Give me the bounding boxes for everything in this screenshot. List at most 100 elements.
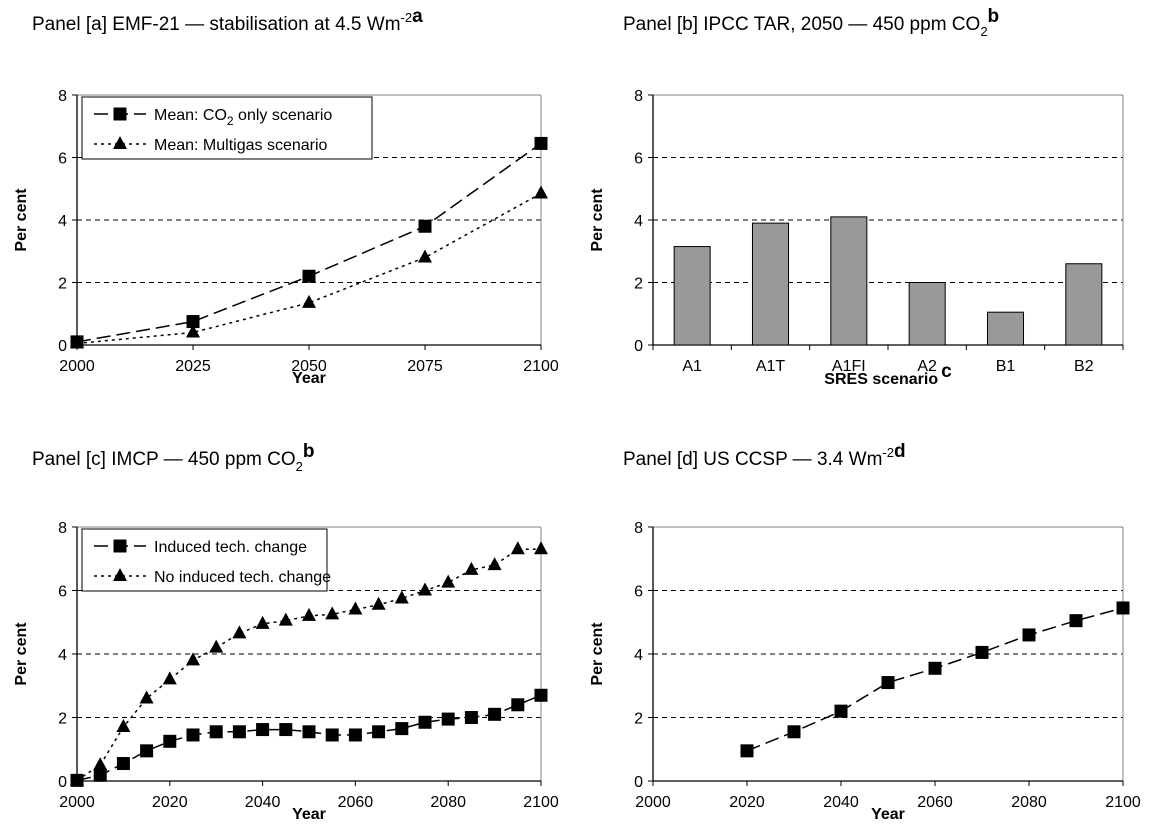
title-note: b: [303, 441, 315, 462]
title-note: a: [412, 6, 423, 27]
x-tick-label: 2040: [823, 794, 859, 811]
y-tick-label: 2: [58, 276, 67, 293]
x-axis-label: Year: [292, 370, 326, 387]
data-point: [1022, 628, 1036, 642]
data-point: [255, 615, 270, 629]
x-axis-label-text: SRES scenario: [824, 371, 938, 388]
y-tick-label: 6: [634, 151, 643, 168]
x-tick-label: 2080: [1011, 794, 1047, 811]
y-tick-label: 8: [634, 88, 643, 105]
data-point: [162, 671, 177, 685]
legend-swatch-marker: [113, 539, 127, 553]
x-tick-label: 2100: [1105, 794, 1141, 811]
series-line-1: [76, 142, 542, 343]
x-tick-label: B1: [996, 358, 1016, 375]
data-point: [534, 136, 548, 150]
y-tick-label: 8: [58, 520, 67, 537]
data-point: [116, 719, 131, 733]
legend-label-suffix: only scenario: [234, 107, 333, 124]
series-line-2: [76, 192, 542, 345]
data-point: [441, 712, 455, 726]
x-tick-label: 2000: [59, 358, 95, 375]
legend-swatch-marker: [113, 107, 127, 121]
data-point: [418, 219, 432, 233]
x-tick-label: 2000: [635, 794, 671, 811]
x-tick-label: A1: [682, 358, 702, 375]
data-point: [302, 725, 316, 739]
data-point: [740, 744, 754, 758]
x-axis-label-note: c: [941, 361, 952, 382]
x-axis-label: Year: [871, 806, 905, 823]
y-axis-label: Per cent: [589, 622, 606, 686]
data-point: [348, 601, 363, 615]
bar-B1: [986, 311, 1025, 346]
x-axis-label: SRES scenario c: [824, 361, 952, 388]
x-tick-label: 2080: [430, 794, 466, 811]
x-tick-label: A1FI: [832, 358, 866, 375]
legend-box: [81, 96, 373, 160]
data-point: [1069, 614, 1083, 628]
legend-label-text: Induced tech. change: [154, 539, 307, 556]
data-point: [487, 557, 502, 571]
data-point: [279, 723, 293, 737]
title-superscript: -2: [882, 445, 894, 460]
data-point: [975, 645, 989, 659]
data-point: [232, 625, 247, 639]
legend-label: Induced tech. change: [154, 539, 307, 556]
x-tick-label: 2025: [175, 358, 211, 375]
data-point: [787, 725, 801, 739]
panel-b: Panel [b] IPCC TAR, 2050 — 450 ppm CO2b0…: [589, 6, 1124, 388]
data-point: [488, 707, 502, 721]
x-axis-label: Year: [292, 806, 326, 823]
data-point: [163, 734, 177, 748]
data-point: [302, 607, 316, 621]
data-point: [534, 688, 548, 702]
bar-A2: [908, 282, 946, 346]
data-point: [209, 725, 223, 739]
legend: Induced tech. change No induced tech. cha…: [81, 528, 331, 592]
panel-d: Panel [d] US CCSP — 3.4 Wm-2d 0 2 4 6 8 Per ce…: [589, 441, 1141, 823]
data-point: [464, 711, 478, 724]
data-point: [186, 728, 200, 742]
y-tick-label: 2: [58, 711, 67, 728]
title-superscript: -2: [401, 10, 413, 25]
y-tick-label: 4: [634, 647, 643, 664]
y-tick-label: 6: [58, 584, 67, 601]
data-point: [928, 661, 942, 675]
x-tick-label: 2020: [152, 794, 188, 811]
x-tick-label: 2000: [59, 794, 95, 811]
legend: Mean: CO2 only scenario Mean: Multigas sc…: [81, 96, 373, 160]
data-point: [511, 698, 525, 712]
data-point: [534, 541, 548, 555]
data-point: [418, 249, 432, 263]
y-tick-label: 0: [58, 774, 67, 791]
x-tick-label: 2100: [523, 358, 559, 375]
legend-label-text: Mean: Multigas scenario: [154, 137, 328, 154]
bar-B2: [1065, 263, 1103, 346]
data-point: [395, 722, 409, 736]
y-tick-label: 4: [58, 647, 67, 664]
data-point: [70, 772, 84, 786]
legend-label-text: No induced tech. change: [154, 569, 331, 586]
data-point: [256, 723, 270, 737]
data-point: [93, 757, 108, 771]
data-point: [418, 582, 432, 596]
y-tick-label: 4: [634, 213, 643, 230]
data-point: [510, 541, 525, 555]
x-tick-label: 2100: [523, 794, 559, 811]
panel-title: Panel [d] US CCSP — 3.4 Wm-2d: [623, 441, 906, 470]
panel-title: Panel [c] IMCP — 450 ppm CO2b: [32, 441, 315, 474]
bar-A1T: [751, 222, 790, 346]
bar-A1FI: [830, 216, 868, 346]
legend-swatch-marker: [113, 136, 127, 149]
data-point: [834, 704, 848, 718]
title-subscript: 2: [980, 24, 987, 39]
y-tick-label: 6: [634, 584, 643, 601]
data-point: [139, 690, 154, 704]
y-axis-label: Per cent: [589, 188, 606, 252]
legend-label: Mean: CO2 only scenario: [154, 107, 332, 128]
data-point: [209, 639, 224, 653]
data-point: [186, 324, 200, 338]
x-tick-label: 2060: [917, 794, 953, 811]
